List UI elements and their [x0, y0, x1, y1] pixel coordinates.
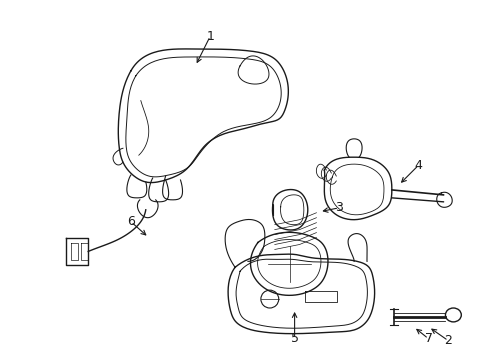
- Text: 4: 4: [414, 159, 422, 172]
- Text: 6: 6: [127, 215, 135, 228]
- Text: 1: 1: [206, 30, 214, 42]
- Text: 3: 3: [335, 201, 343, 214]
- Text: 5: 5: [290, 332, 298, 345]
- Text: 2: 2: [444, 334, 451, 347]
- Text: 7: 7: [424, 332, 432, 345]
